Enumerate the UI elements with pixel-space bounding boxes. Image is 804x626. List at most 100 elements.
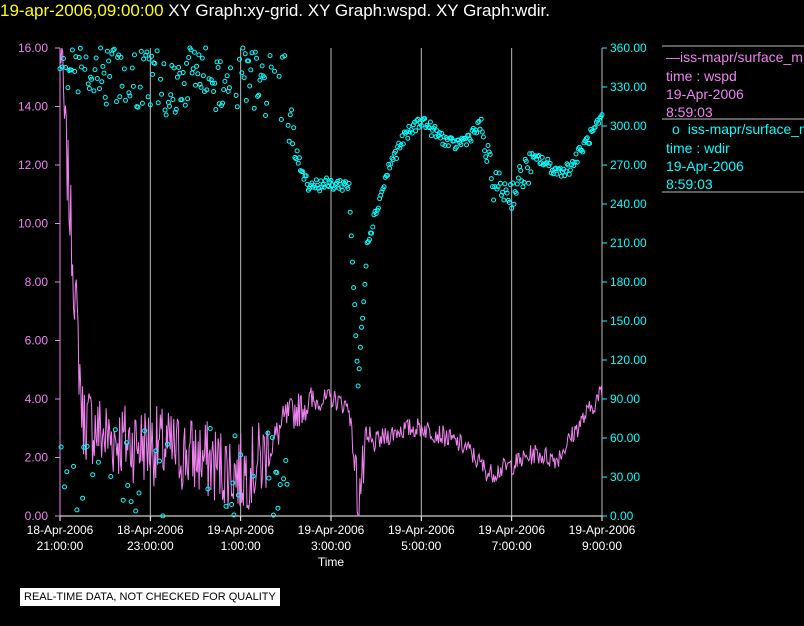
- wdir-point: [77, 45, 83, 51]
- wdir-point: [399, 133, 405, 139]
- wdir-point: [211, 89, 217, 94]
- wdir-point: [181, 81, 187, 87]
- wdir-point: [526, 180, 532, 186]
- wdir-point: [366, 237, 372, 242]
- wdir-point: [91, 88, 97, 94]
- wdir-point: [333, 181, 338, 187]
- wdir-point: [318, 178, 324, 184]
- right-tick-label: 360.00: [610, 41, 647, 55]
- wdir-point: [58, 444, 64, 450]
- wdir-point: [539, 154, 545, 160]
- wdir-point: [574, 159, 580, 165]
- wdir-point: [165, 99, 171, 105]
- wdir-point: [196, 52, 202, 58]
- wdir-point: [100, 63, 106, 69]
- wdir-point: [289, 107, 294, 113]
- wdir-point: [566, 171, 572, 177]
- wdir-point: [197, 81, 203, 87]
- wdir-point: [590, 128, 596, 134]
- wdir-point: [108, 474, 114, 479]
- wdir-point: [94, 76, 100, 81]
- wdir-point: [347, 209, 353, 215]
- wdir-point: [491, 197, 497, 203]
- wdir-point: [75, 89, 81, 95]
- wdir-point: [403, 130, 408, 136]
- quality-disclaimer: REAL-TIME DATA, NOT CHECKED FOR QUALITY: [20, 588, 280, 606]
- legend-wspd-marker: —: [666, 49, 680, 65]
- wdir-point: [242, 51, 248, 57]
- wdir-point: [385, 172, 390, 178]
- wdir-point: [190, 66, 196, 72]
- wdir-point: [346, 180, 352, 186]
- wdir-point: [296, 155, 302, 161]
- wdir-point: [381, 184, 387, 190]
- wdir-point: [194, 63, 200, 69]
- wdir-point: [360, 315, 366, 321]
- wdir-point: [214, 59, 220, 65]
- wdir-point: [558, 173, 564, 179]
- wdir-point: [159, 91, 165, 97]
- wdir-point: [398, 142, 404, 148]
- wdir-point: [583, 136, 589, 142]
- wdir-series-points: [57, 45, 605, 519]
- wdir-point: [251, 105, 257, 111]
- wdir-point: [101, 70, 107, 76]
- wdir-point: [145, 94, 151, 100]
- wdir-point: [587, 140, 593, 146]
- wdir-point: [71, 463, 76, 469]
- wdir-point: [252, 49, 258, 55]
- wdir-point: [363, 263, 369, 269]
- wdir-point: [572, 159, 578, 165]
- wdir-point: [422, 116, 428, 122]
- wdir-point: [121, 66, 127, 72]
- wdir-point: [485, 143, 491, 148]
- wdir-point: [320, 182, 326, 187]
- wdir-point: [277, 482, 283, 488]
- wdir-point: [502, 181, 508, 187]
- wdir-point: [237, 56, 242, 62]
- wdir-point: [387, 165, 393, 171]
- wdir-point: [464, 142, 469, 148]
- wdir-point: [552, 166, 558, 172]
- right-tick-label: 30.00: [610, 470, 640, 484]
- wdir-point: [351, 285, 357, 291]
- wdir-point: [85, 81, 91, 87]
- wdir-point: [266, 475, 272, 481]
- wdir-point: [506, 199, 512, 205]
- wdir-point: [468, 138, 474, 144]
- wdir-point: [139, 100, 145, 106]
- wdir-point: [130, 83, 136, 89]
- wdir-point: [186, 55, 192, 60]
- wdir-point: [405, 135, 411, 141]
- wdir-point: [427, 119, 433, 125]
- wdir-point: [317, 188, 323, 194]
- wdir-point: [154, 48, 160, 54]
- right-tick-label: 60.00: [610, 431, 640, 445]
- wdir-point: [483, 154, 489, 160]
- wdir-point: [339, 187, 345, 193]
- wdir-point: [136, 490, 142, 496]
- wdir-point: [185, 96, 191, 102]
- wdir-point: [355, 383, 361, 389]
- wdir-point: [246, 58, 252, 64]
- x-tick-time-label: 23:00:00: [127, 539, 174, 553]
- wdir-point: [490, 184, 495, 190]
- wdir-point: [76, 55, 82, 60]
- wdir-point: [545, 156, 551, 162]
- wdir-point: [361, 299, 367, 305]
- wdir-point: [486, 149, 492, 155]
- wdir-point: [162, 107, 168, 113]
- wdir-point: [264, 100, 270, 106]
- wdir-point: [314, 182, 320, 188]
- wdir-point: [231, 512, 237, 518]
- wdir-point: [250, 473, 256, 479]
- x-tick-time-label: 3:00:00: [311, 539, 351, 553]
- title-bar: 19-apr-2006,09:00:00 XY Graph:xy-grid. X…: [0, 0, 550, 24]
- wdir-point: [404, 129, 410, 135]
- wdir-point: [80, 495, 86, 501]
- wdir-point: [400, 141, 406, 147]
- wdir-point: [106, 58, 112, 64]
- wdir-point: [229, 502, 235, 507]
- wdir-point: [226, 85, 232, 91]
